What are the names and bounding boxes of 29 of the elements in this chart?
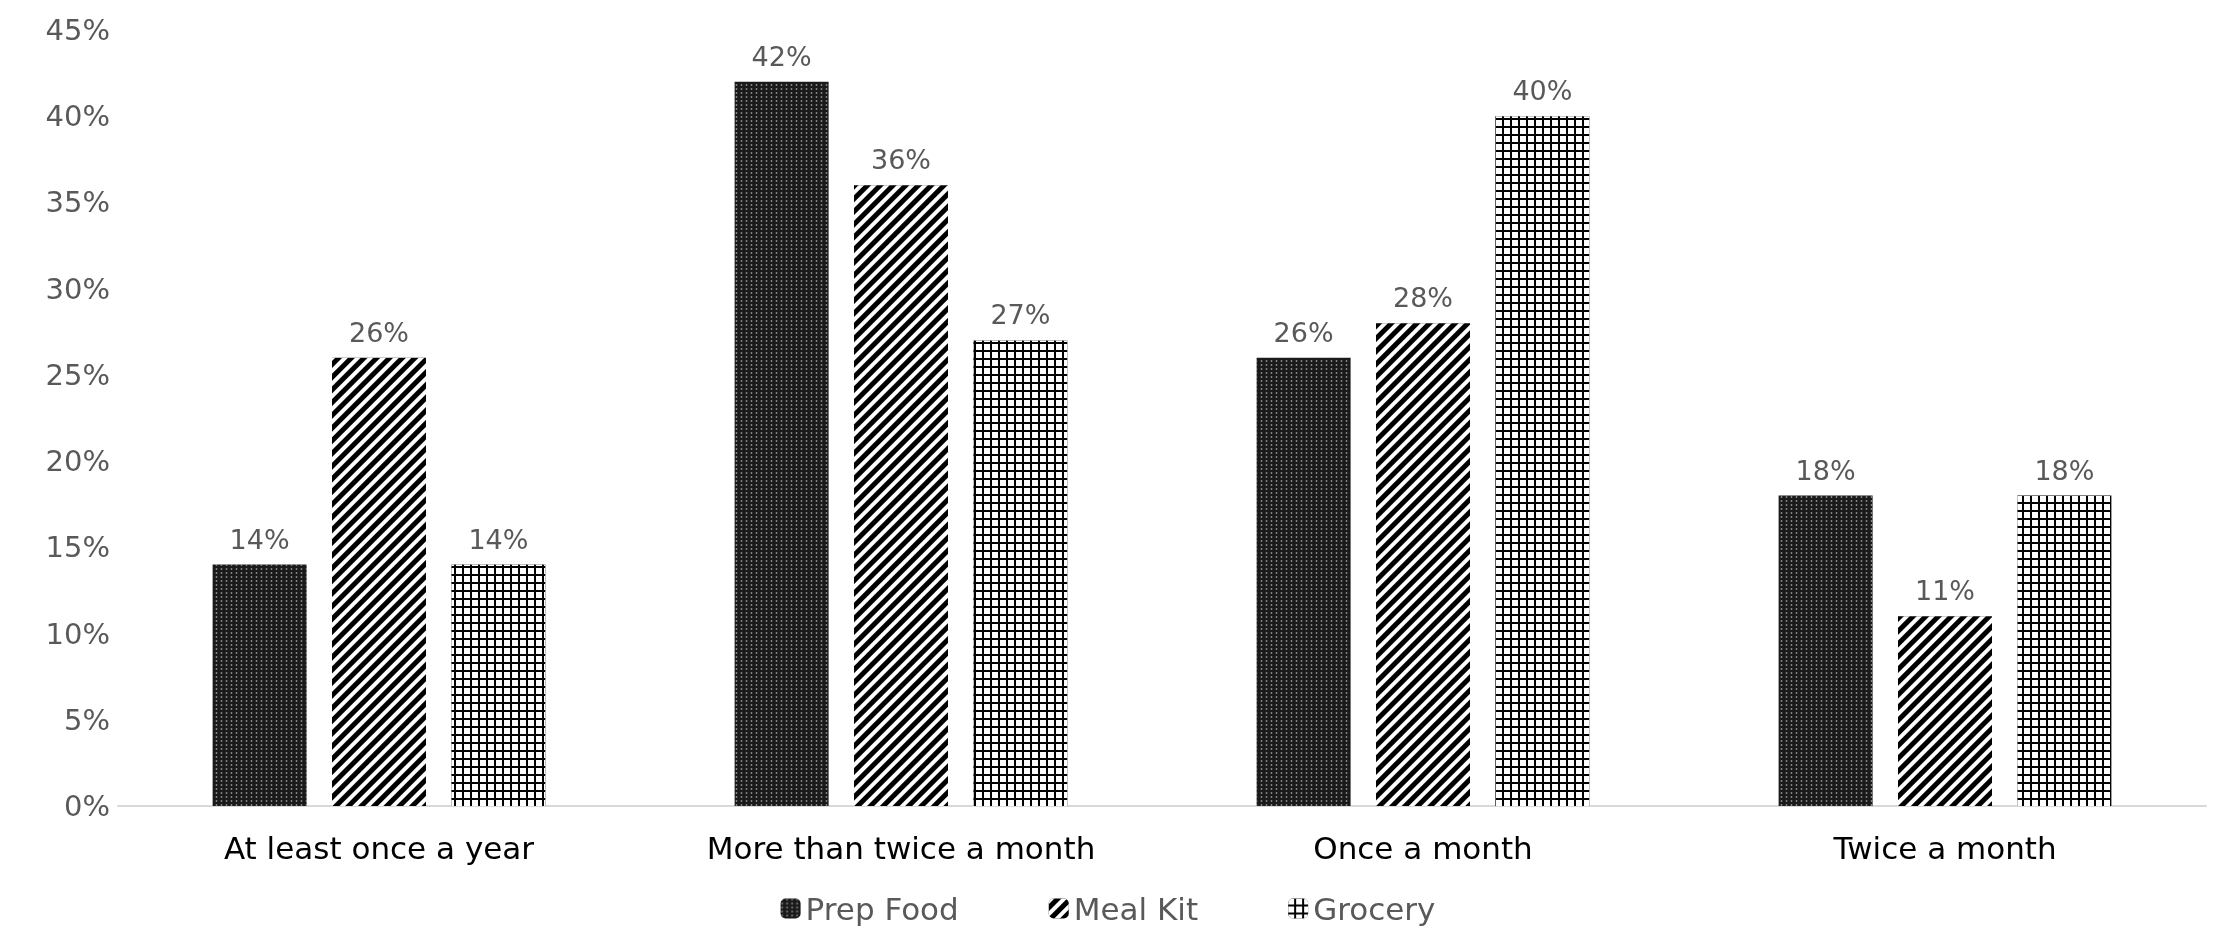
data-label: 40% (1512, 75, 1573, 107)
data-label: 14% (229, 523, 290, 555)
data-label: 36% (870, 144, 932, 176)
x-tick-label: More than twice a month (706, 829, 1096, 866)
y-tick-label: 20% (45, 444, 110, 479)
data-label: 42% (751, 40, 812, 72)
data-label: 26% (1273, 316, 1334, 348)
x-tick-label: At least once a year (223, 829, 535, 866)
data-label: 11% (1914, 575, 1976, 607)
data-label: 28% (1392, 282, 1454, 314)
y-tick-label: 45% (45, 13, 110, 47)
data-label: 18% (2034, 454, 2095, 486)
y-tick-label: 15% (45, 530, 110, 565)
data-label: 18% (1795, 454, 1856, 486)
legend-label: Grocery (1313, 890, 1436, 927)
y-tick-label: 10% (45, 616, 110, 651)
y-tick-label: 40% (45, 99, 110, 134)
legend-label: Meal Kit (1073, 890, 1199, 927)
x-tick-label: Twice a month (1832, 829, 2057, 866)
x-tick-label: Once a month (1313, 829, 1533, 866)
y-tick-label: 5% (63, 702, 110, 737)
y-tick-label: 30% (45, 271, 110, 306)
y-tick-label: 0% (63, 789, 110, 823)
data-label: 27% (990, 299, 1051, 331)
data-label: 14% (468, 523, 529, 555)
y-tick-label: 35% (45, 185, 110, 220)
data-label: 26% (348, 316, 410, 348)
legend-label: Prep Food (805, 890, 959, 927)
y-tick-label: 25% (45, 357, 110, 392)
